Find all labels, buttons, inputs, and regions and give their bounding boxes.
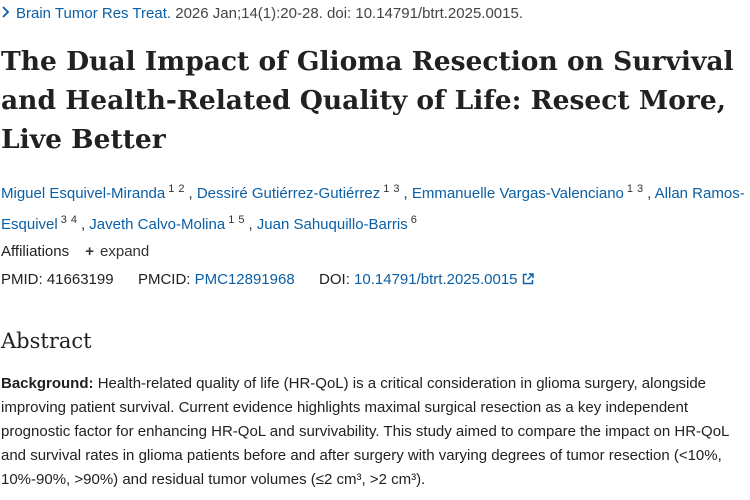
background-text: Health-related quality of life (HR-QoL) … [1, 375, 729, 488]
article-title: The Dual Impact of Glioma Resection on S… [1, 46, 734, 155]
author-affiliation-refs: 6 [411, 214, 421, 226]
expand-affiliations-button[interactable]: expand [100, 243, 150, 260]
affiliation-ref[interactable]: 1 [383, 183, 390, 195]
pmcid-label: PMCID: [137, 271, 191, 288]
author-link[interactable]: Allan Ramos-Esquivel [1, 185, 745, 233]
citation-line: Brain Tumor Res Treat. 2026 Jan;14(1):20… [1, 4, 523, 24]
pmid-label: PMID: [1, 271, 43, 288]
author-link[interactable]: Juan Sahuquillo-Barris [256, 216, 408, 233]
citation-details: 2026 Jan;14(1):20-28. doi: 10.14791/btrt… [175, 5, 524, 22]
affiliation-ref[interactable]: 3 [60, 214, 67, 226]
affiliation-ref[interactable]: 3 [393, 183, 400, 195]
affiliation-ref[interactable]: 2 [178, 183, 185, 195]
author-link[interactable]: Emmanuelle Vargas-Valenciano [411, 185, 624, 202]
affiliation-ref[interactable]: 4 [70, 214, 77, 226]
doi-link[interactable]: 10.14791/btrt.2025.0015 [354, 271, 518, 288]
identifier-row: PMID: 41663199 PMCID: PMC12891968 DOI: 1… [1, 269, 534, 291]
abstract-heading: Abstract [1, 329, 92, 353]
author-link[interactable]: Miguel Esquivel-Miranda [1, 185, 166, 202]
external-link-icon[interactable] [522, 270, 534, 285]
doi-label: DOI: [319, 271, 350, 288]
pmcid-link[interactable]: PMC12891968 [194, 271, 295, 288]
abstract-background: Background: Health-related quality of li… [1, 372, 749, 492]
affiliations-label: Affiliations [1, 243, 70, 260]
plus-icon[interactable]: + [85, 243, 95, 260]
background-label: Background: [1, 375, 94, 392]
affiliation-ref[interactable]: 5 [238, 214, 245, 226]
affiliation-ref[interactable]: 1 [626, 183, 634, 195]
author-list: Miguel Esquivel-Miranda 1 2, Dessiré Gutié… [1, 183, 745, 233]
pmid-value: 41663199 [46, 271, 114, 288]
affiliation-ref[interactable]: 1 [228, 214, 235, 226]
author-link[interactable]: Javeth Calvo-Molina [89, 216, 226, 233]
author-link[interactable]: Dessiré Gutiérrez-Gutiérrez [196, 185, 381, 202]
affiliation-ref[interactable]: 1 [168, 183, 175, 195]
affiliations-row: Affiliations + expand [1, 241, 149, 263]
journal-link[interactable]: Brain Tumor Res Treat. [16, 5, 172, 22]
chevron-right-icon[interactable] [1, 4, 11, 24]
affiliation-ref[interactable]: 3 [637, 183, 644, 195]
affiliation-ref[interactable]: 6 [410, 214, 417, 226]
